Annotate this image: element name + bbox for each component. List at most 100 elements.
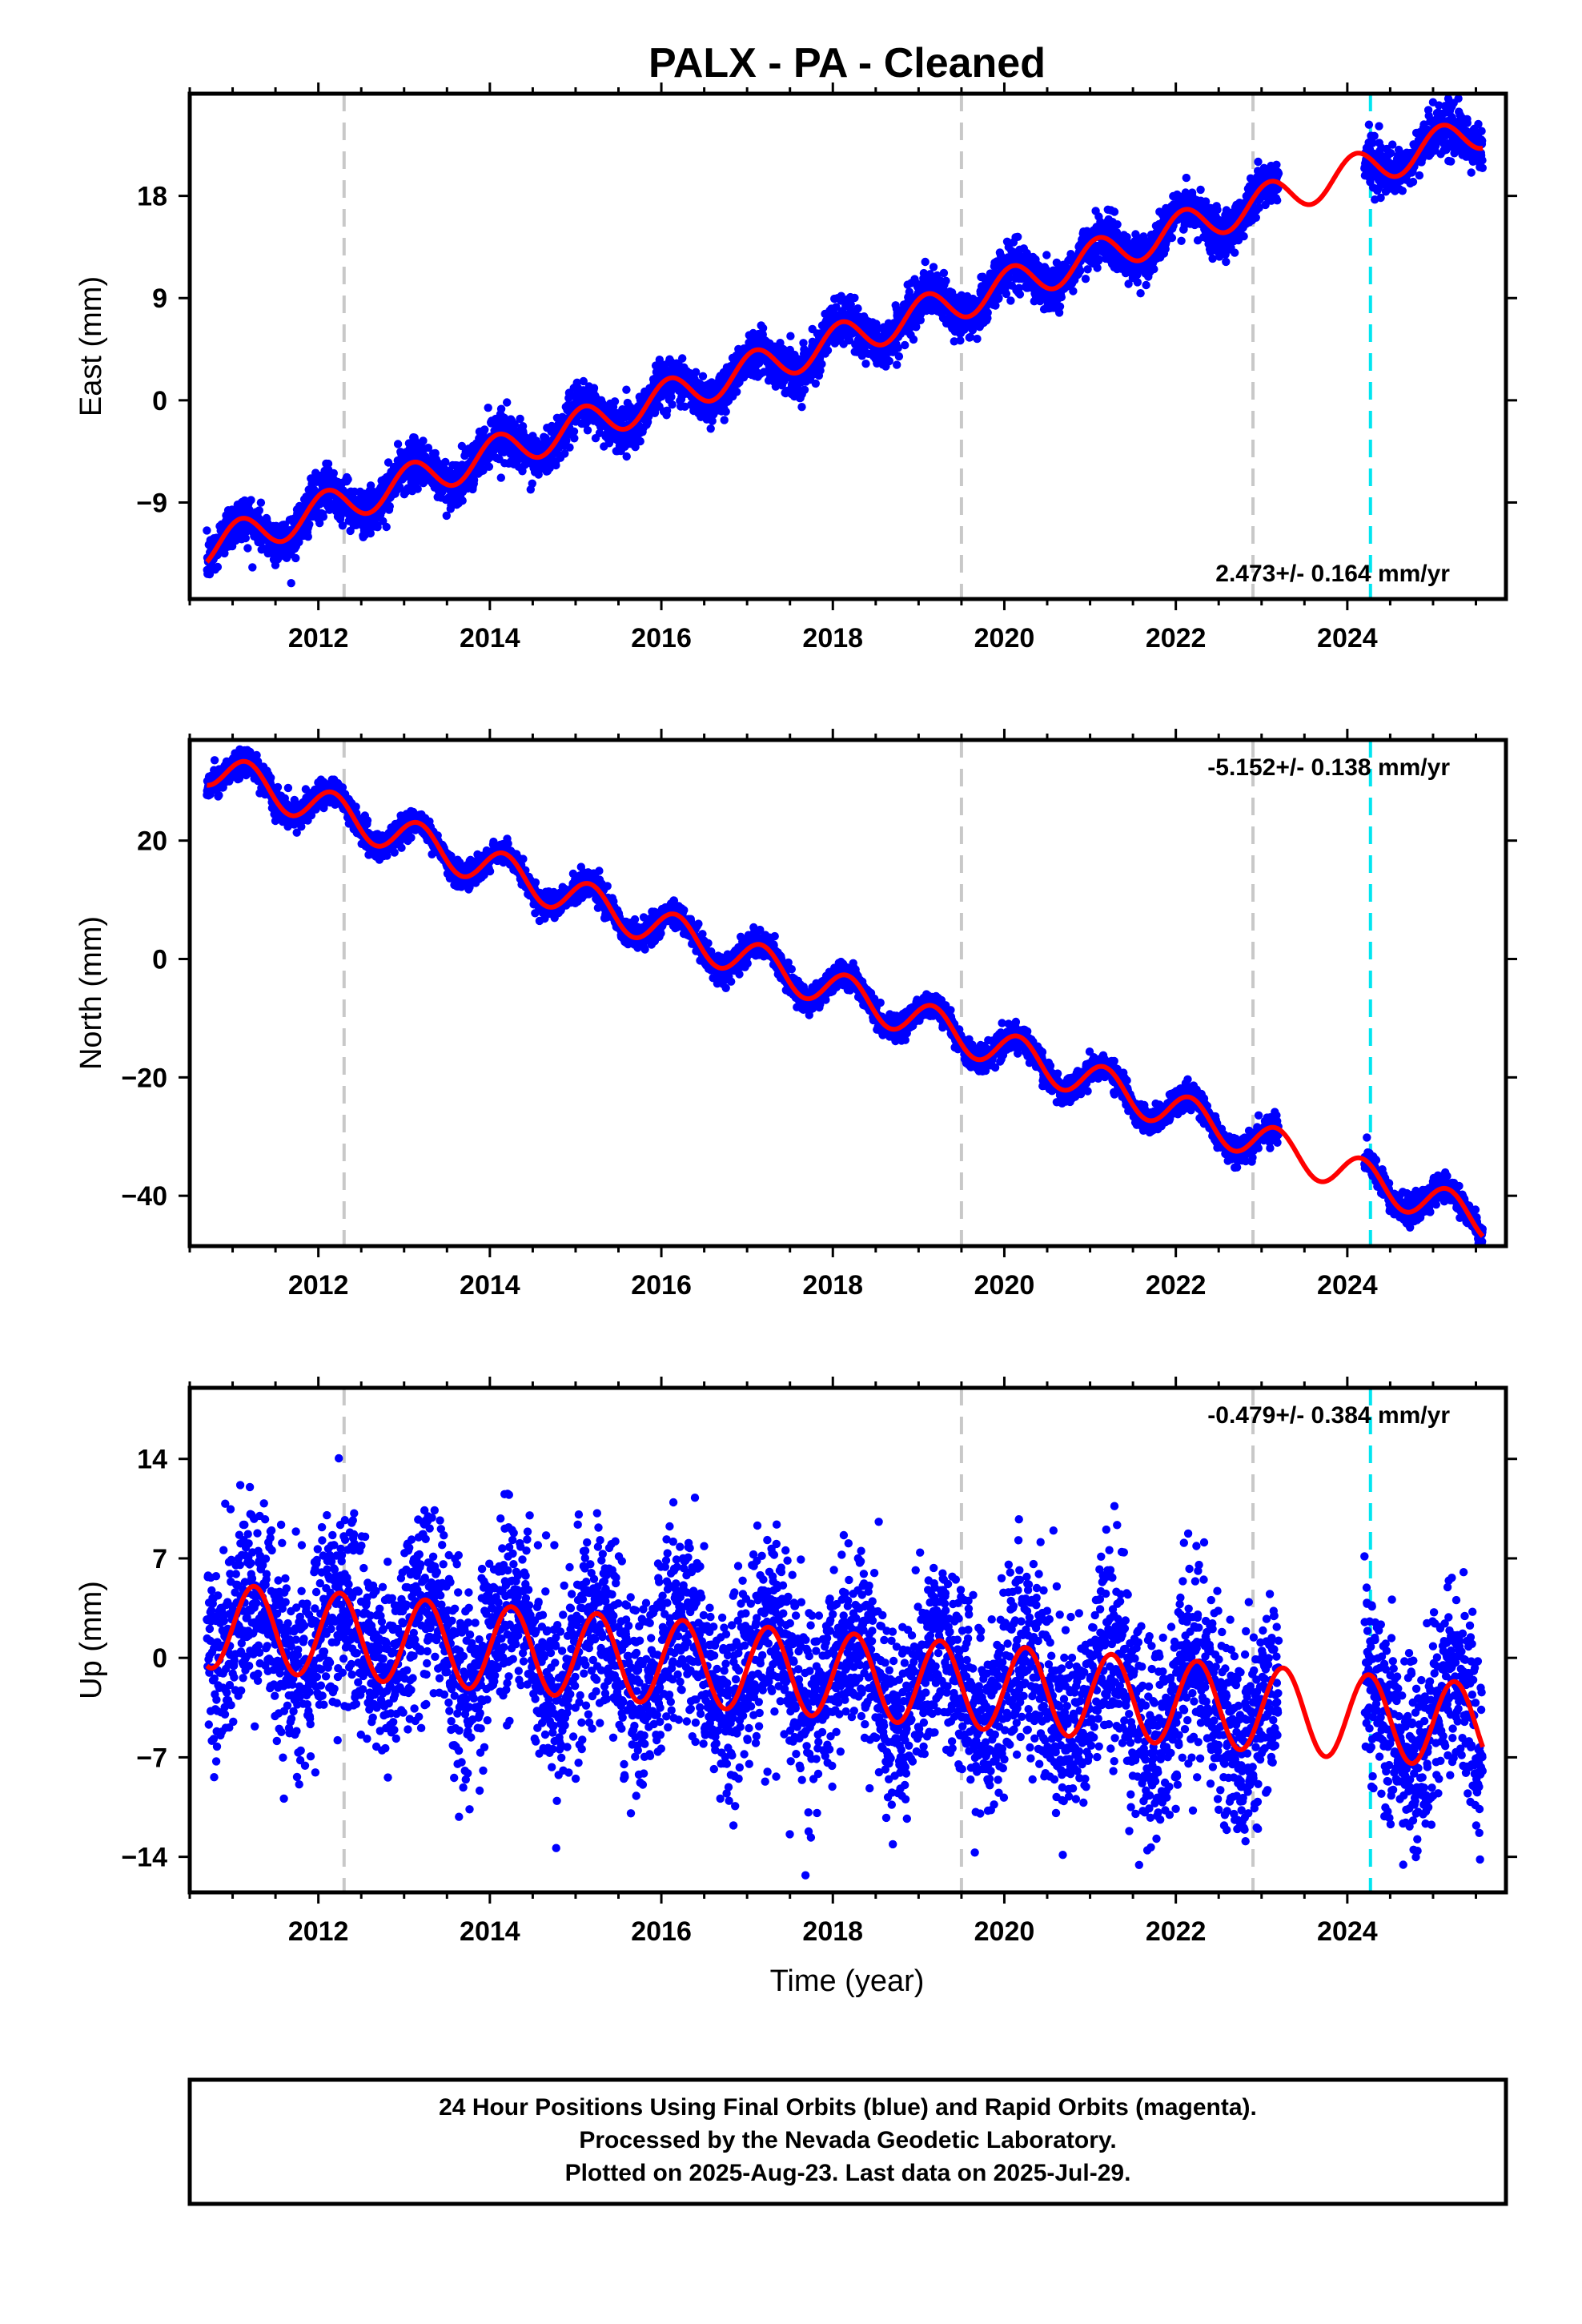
daily-position-point (560, 449, 569, 458)
daily-position-point (442, 511, 451, 521)
daily-position-point (1254, 157, 1263, 167)
daily-position-point (894, 352, 904, 361)
daily-position-point (303, 533, 312, 541)
daily-position-point (692, 368, 701, 376)
daily-position-point (1113, 220, 1122, 229)
daily-position-point (1167, 233, 1177, 243)
daily-position-point (1239, 231, 1248, 241)
daily-position-point (1447, 157, 1456, 166)
daily-position-point (1110, 207, 1119, 216)
daily-position-point (323, 459, 333, 468)
daily-position-point (1015, 290, 1025, 299)
daily-position-point (484, 462, 494, 471)
daily-position-point (1142, 280, 1150, 290)
daily-position-point (1408, 177, 1418, 187)
daily-position-point (287, 579, 295, 588)
daily-position-point (797, 403, 806, 412)
daily-position-point (758, 324, 768, 332)
page-title: PALX - PA - Cleaned (648, 40, 1046, 86)
daily-position-point (901, 340, 909, 350)
daily-position-point (255, 506, 263, 515)
daily-position-point (315, 519, 324, 528)
daily-position-point (570, 434, 579, 443)
daily-position-point (1375, 122, 1383, 131)
daily-position-point (343, 475, 352, 484)
daily-position-point (579, 376, 588, 386)
daily-position-point (241, 533, 250, 543)
daily-position-point (733, 388, 741, 396)
daily-position-point (589, 384, 599, 392)
daily-position-point (373, 523, 382, 532)
daily-position-point (552, 460, 560, 470)
daily-position-point (885, 356, 894, 366)
daily-position-point (811, 379, 820, 388)
daily-position-point (1002, 289, 1011, 299)
daily-position-points (203, 94, 1488, 588)
daily-position-point (413, 485, 422, 493)
daily-position-point (256, 498, 266, 507)
daily-position-point (338, 521, 347, 530)
daily-position-point (942, 276, 950, 285)
daily-position-point (1150, 264, 1158, 274)
daily-position-point (469, 476, 479, 485)
daily-position-point (956, 336, 965, 345)
daily-position-point (1273, 196, 1282, 205)
daily-position-point (720, 416, 729, 424)
daily-position-point (295, 537, 303, 547)
daily-position-point (939, 268, 949, 278)
daily-position-point (1231, 248, 1239, 257)
daily-position-point (569, 427, 579, 436)
daily-position-point (909, 335, 918, 344)
daily-position-point (1387, 149, 1395, 158)
daily-position-point (698, 372, 708, 380)
daily-position-point (667, 392, 676, 401)
daily-position-point (817, 360, 826, 368)
daily-position-point (528, 479, 536, 488)
daily-position-point (385, 502, 394, 511)
daily-position-point (480, 425, 489, 434)
daily-position-point (929, 263, 938, 271)
daily-position-point (706, 424, 715, 433)
daily-position-point (329, 468, 338, 478)
daily-position-point (431, 448, 440, 458)
daily-position-point (1055, 302, 1065, 311)
daily-position-point (1006, 296, 1015, 305)
daily-position-point (243, 544, 252, 553)
daily-position-point (441, 457, 450, 467)
daily-position-point (213, 562, 223, 572)
daily-position-point (248, 563, 257, 572)
daily-position-point (823, 346, 833, 355)
daily-position-point (678, 354, 687, 363)
daily-position-point (516, 414, 524, 424)
daily-position-point (1415, 171, 1424, 180)
daily-position-point (1081, 275, 1090, 283)
daily-position-point (291, 553, 300, 563)
daily-position-point (721, 407, 730, 416)
daily-position-point (496, 404, 506, 413)
daily-position-point (595, 428, 604, 437)
daily-position-point (1076, 267, 1085, 275)
daily-position-point (503, 398, 512, 407)
daily-position-point (1222, 257, 1231, 267)
daily-position-point (1136, 289, 1145, 298)
daily-position-point (610, 397, 620, 406)
daily-position-point (510, 420, 519, 428)
daily-position-point (1213, 205, 1222, 215)
daily-position-point (1177, 236, 1186, 245)
daily-position-point (496, 473, 505, 482)
daily-position-point (1370, 131, 1379, 140)
daily-position-point (458, 497, 467, 505)
daily-position-point (1364, 120, 1374, 129)
daily-position-point (583, 426, 592, 435)
daily-position-point (1093, 263, 1102, 272)
daily-position-point (1182, 173, 1191, 183)
daily-position-point (636, 436, 644, 446)
daily-position-point (1274, 169, 1283, 178)
daily-position-point (565, 443, 574, 452)
daily-position-point (393, 440, 403, 448)
daily-position-point (479, 466, 488, 475)
daily-position-point (382, 522, 391, 532)
daily-position-point (994, 293, 1003, 303)
daily-position-point (484, 404, 492, 412)
